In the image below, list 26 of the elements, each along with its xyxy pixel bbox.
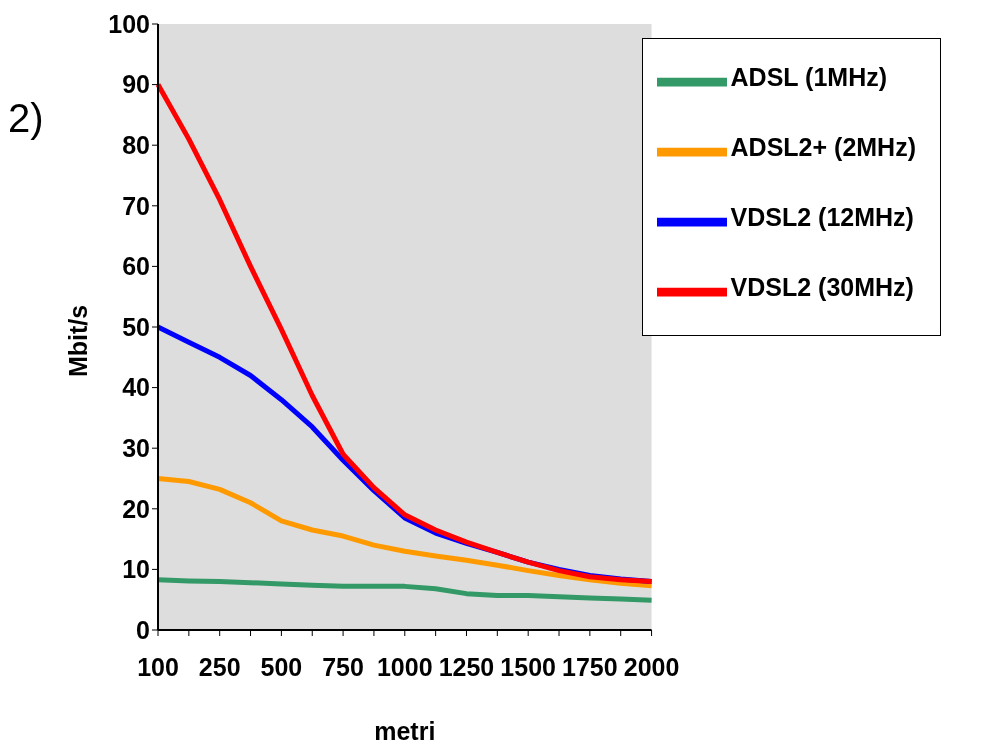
- y-axis-title: Mbit/s: [63, 304, 92, 377]
- text: 2): [8, 96, 44, 141]
- y-tick-label: 30: [122, 434, 150, 463]
- x-axis-title: metri: [374, 717, 436, 745]
- x-tick-label: 1500: [500, 652, 556, 681]
- legend-label: ADSL2+ (2MHz): [730, 133, 916, 162]
- legend-label: VDSL2 (12MHz): [730, 203, 914, 232]
- y-tick-label: 0: [136, 615, 150, 644]
- y-tick-label: 80: [122, 131, 150, 160]
- y-tick-label: 100: [108, 9, 150, 38]
- legend-label: VDSL2 (30MHz): [730, 273, 914, 302]
- y-tick-label: 90: [122, 70, 150, 99]
- y-tick-label: 10: [122, 555, 150, 584]
- y-tick-label: 40: [122, 373, 150, 402]
- x-tick-label: 250: [198, 652, 241, 681]
- x-tick-label: 2000: [623, 652, 680, 681]
- x-tick-label: 500: [260, 652, 303, 681]
- x-tick-label: 1250: [438, 652, 495, 681]
- x-tick-label: 1000: [376, 652, 433, 681]
- legend-label: ADSL (1MHz): [730, 63, 888, 92]
- x-tick-label: 750: [322, 652, 364, 681]
- y-tick-label: 50: [122, 312, 150, 341]
- y-tick-label: 60: [122, 252, 150, 281]
- y-tick-label: 20: [122, 494, 150, 523]
- x-tick-label: 1750: [562, 652, 618, 681]
- y-tick-label: 70: [122, 191, 150, 220]
